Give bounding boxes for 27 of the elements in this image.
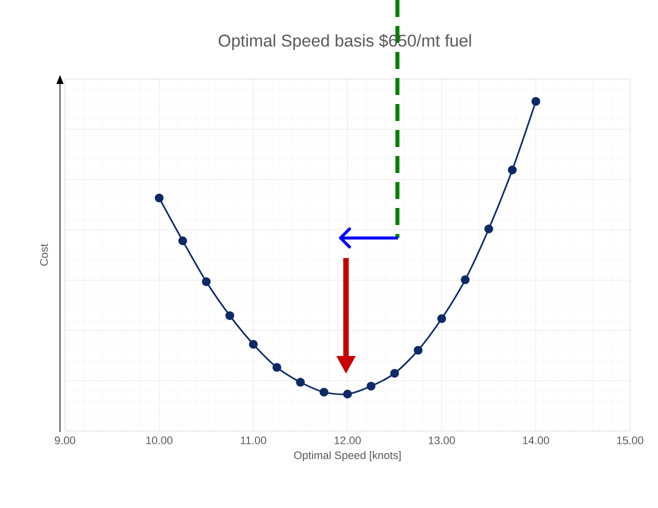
- point: [225, 311, 234, 320]
- x-tick-label: 13.00: [428, 436, 455, 444]
- point: [390, 368, 399, 378]
- y-axis-title: Cost: [40, 244, 48, 266]
- chart-title: Optimal Speed basis $650/mt fuel: [218, 34, 471, 50]
- point: [531, 96, 540, 106]
- point: [484, 224, 494, 234]
- x-tick-label: 14.00: [522, 436, 550, 444]
- x-tick-label: 10.00: [146, 436, 172, 444]
- x-tick-label: 11.00: [240, 436, 266, 444]
- point: [154, 194, 164, 202]
- point: [366, 382, 376, 391]
- x-tick-label: 12.00: [334, 436, 361, 444]
- point: [460, 275, 470, 284]
- x-tick-label: 9.00: [54, 436, 76, 444]
- point: [437, 314, 446, 323]
- point: [508, 166, 517, 174]
- point: [320, 388, 328, 396]
- x-tick-label: 15.00: [617, 436, 644, 444]
- point: [248, 340, 258, 349]
- point: [414, 346, 423, 355]
- x-axis-title: Optimal Speed [knots]: [294, 451, 401, 462]
- point: [343, 390, 352, 398]
- point: [272, 362, 282, 372]
- point: [178, 236, 188, 246]
- point: [296, 378, 305, 387]
- point: [202, 277, 211, 286]
